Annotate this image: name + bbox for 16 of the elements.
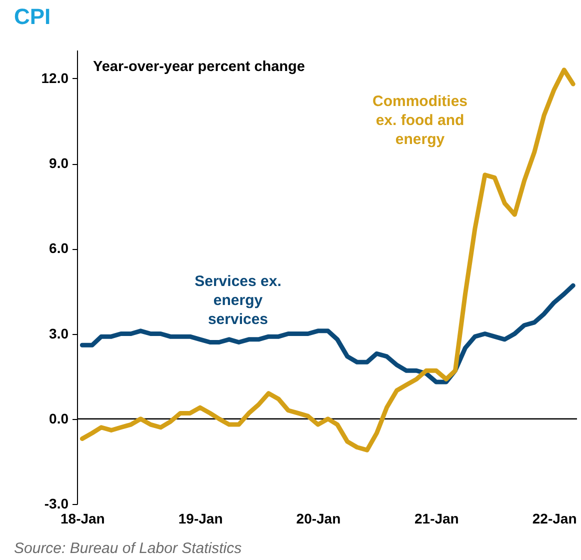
x-tick-label: 18-Jan: [60, 510, 105, 526]
y-tick-label: 6.0: [49, 240, 69, 256]
y-tick-label: 12.0: [41, 70, 69, 86]
y-tick-label: 3.0: [49, 325, 69, 342]
y-tick-label: 9.0: [49, 155, 69, 171]
chart-title: CPI: [14, 4, 51, 30]
x-tick-label: 20-Jan: [296, 510, 341, 526]
x-tick-label: 22-Jan: [532, 510, 577, 526]
y-tick-label: 0.0: [49, 410, 69, 426]
y-tick-label: -3.0: [44, 496, 69, 512]
source-note: Source: Bureau of Labor Statistics: [14, 540, 242, 557]
text: Commodities ex. food and energy: [372, 93, 468, 148]
text: Year-over-year percent change: [93, 59, 305, 75]
x-tick-label: 19-Jan: [178, 510, 223, 526]
x-tick-label: 21-Jan: [414, 510, 459, 526]
series-label: Services ex. energy services: [194, 273, 282, 328]
